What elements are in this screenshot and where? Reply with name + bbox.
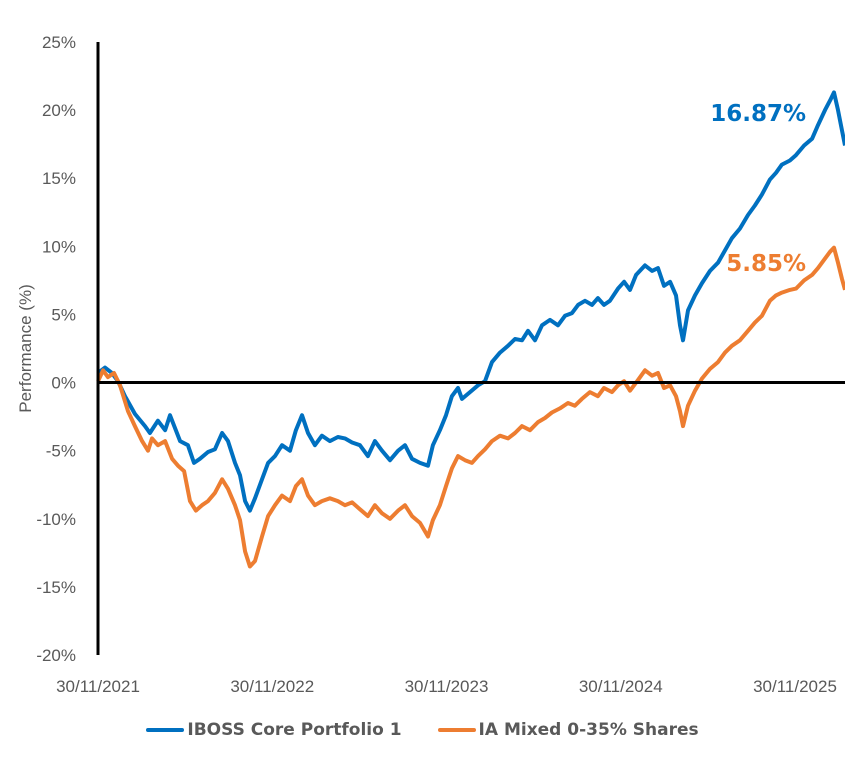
y-axis-label: Performance (%) bbox=[16, 284, 35, 412]
x-tick-label: 30/11/2025 bbox=[753, 677, 837, 696]
series-lines bbox=[96, 90, 845, 569]
y-tick-label: 10% bbox=[42, 237, 76, 256]
legend-label-ia-mixed: IA Mixed 0-35% Shares bbox=[478, 720, 699, 740]
x-tick-label: 30/11/2022 bbox=[230, 677, 314, 696]
y-tick-label: 0% bbox=[51, 374, 76, 393]
x-axis-tick-labels: 30/11/2021 30/11/2022 30/11/2023 30/11/2024… bbox=[56, 677, 837, 696]
y-tick-label: 5% bbox=[51, 305, 76, 324]
x-tick-label: 30/11/2024 bbox=[579, 677, 663, 696]
legend-swatch-iboss bbox=[146, 728, 185, 732]
chart-legend: IBOSS Core Portfolio 1 IA Mixed 0-35% Sh… bbox=[0, 720, 845, 740]
iboss-end-value-label: 16.87% bbox=[710, 101, 806, 127]
y-axis-tick-labels: 25% 20% 15% 10% 5% 0% -5% -10% -15% -20% bbox=[36, 33, 76, 665]
x-tick-label: 30/11/2023 bbox=[405, 677, 489, 696]
y-tick-label: 20% bbox=[42, 101, 76, 120]
y-tick-label: 15% bbox=[42, 169, 76, 188]
y-tick-label: 25% bbox=[42, 33, 76, 52]
legend-item-ia-mixed[interactable]: IA Mixed 0-35% Shares bbox=[437, 720, 699, 740]
y-tick-label: -10% bbox=[36, 510, 76, 529]
ia-mixed-end-value-label: 5.85% bbox=[726, 251, 806, 277]
iboss-core-portfolio-1-line bbox=[96, 90, 845, 513]
x-tick-label: 30/11/2021 bbox=[56, 677, 140, 696]
legend-label-iboss: IBOSS Core Portfolio 1 bbox=[187, 720, 402, 740]
y-tick-label: -5% bbox=[46, 442, 76, 461]
y-tick-label: -15% bbox=[36, 578, 76, 597]
legend-swatch-ia-mixed bbox=[437, 728, 476, 732]
end-value-annotations: 16.87% 5.85% bbox=[710, 101, 806, 277]
ia-mixed-0-35-shares-line bbox=[96, 245, 845, 569]
legend-item-iboss[interactable]: IBOSS Core Portfolio 1 bbox=[146, 720, 402, 740]
y-tick-label: -20% bbox=[36, 646, 76, 665]
